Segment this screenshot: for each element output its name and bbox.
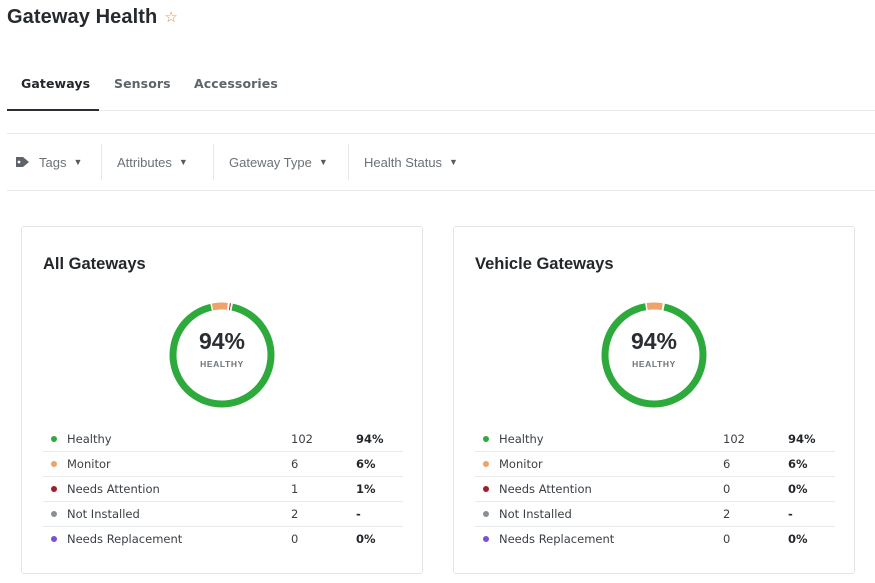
status-count: 2 bbox=[291, 507, 299, 521]
donut-label: HEALTHY bbox=[200, 359, 244, 369]
status-count: 1 bbox=[291, 482, 299, 496]
filter-gateway-type[interactable]: Gateway Type ▼ bbox=[229, 144, 328, 180]
status-dot bbox=[51, 511, 57, 517]
legend-row-healthy: Healthy 102 94% bbox=[475, 427, 835, 452]
page-title-text: Gateway Health bbox=[7, 6, 158, 28]
chevron-down-icon: ▼ bbox=[318, 157, 328, 167]
health-donut-chart: 94% HEALTHY bbox=[598, 299, 710, 411]
filter-divider bbox=[213, 144, 214, 180]
chevron-down-icon: ▼ bbox=[449, 157, 458, 167]
status-dot bbox=[483, 436, 489, 442]
status-percent: 94% bbox=[356, 432, 384, 446]
status-percent: - bbox=[788, 507, 793, 521]
legend-row-monitor: Monitor 6 6% bbox=[43, 452, 403, 477]
status-dot bbox=[483, 486, 489, 492]
donut-percent: 94% bbox=[630, 328, 678, 354]
status-percent: 0% bbox=[788, 482, 808, 496]
donut-segment-monitor bbox=[601, 302, 707, 408]
tab-accessories[interactable]: Accessories bbox=[194, 76, 278, 91]
status-percent: 94% bbox=[788, 432, 816, 446]
legend-row-needs-replacement: Needs Replacement 0 0% bbox=[475, 527, 835, 552]
tab-sensors[interactable]: Sensors bbox=[114, 76, 171, 91]
legend-row-not-installed: Not Installed 2 - bbox=[43, 502, 403, 527]
card-title: All Gateways bbox=[43, 255, 146, 273]
filter-tags-label: Tags bbox=[39, 154, 67, 170]
filter-attributes[interactable]: Attributes ▼ bbox=[117, 144, 188, 180]
chevron-down-icon: ▼ bbox=[73, 157, 83, 167]
filter-divider bbox=[101, 144, 102, 180]
status-dot bbox=[483, 536, 489, 542]
status-label: Needs Replacement bbox=[67, 532, 183, 546]
donut-segment-monitor bbox=[169, 302, 275, 408]
health-donut-chart: 94% HEALTHY bbox=[166, 299, 278, 411]
status-dot bbox=[51, 461, 57, 467]
tag-icon bbox=[16, 157, 29, 167]
status-label: Healthy bbox=[499, 432, 544, 446]
legend-row-needs-attention: Needs Attention 0 0% bbox=[475, 477, 835, 502]
status-percent: 1% bbox=[356, 482, 376, 496]
status-legend: Healthy 102 94% Monitor 6 6% Needs Atten… bbox=[43, 427, 403, 552]
status-count: 102 bbox=[723, 432, 745, 446]
legend-row-monitor: Monitor 6 6% bbox=[475, 452, 835, 477]
status-label: Needs Attention bbox=[67, 482, 160, 496]
active-tab-indicator bbox=[7, 109, 99, 111]
donut-percent: 94% bbox=[198, 328, 246, 354]
donut-label: HEALTHY bbox=[632, 359, 676, 369]
all-gateways-card: All Gateways 94% HEALTHY Healthy 102 94%… bbox=[21, 226, 423, 574]
filter-tags[interactable]: Tags ▼ bbox=[15, 144, 82, 180]
status-label: Monitor bbox=[499, 457, 543, 471]
status-dot bbox=[51, 486, 57, 492]
filter-bar: Tags ▼ Attributes ▼ Gateway Type ▼ Healt… bbox=[7, 133, 875, 191]
status-label: Monitor bbox=[67, 457, 111, 471]
legend-row-needs-attention: Needs Attention 1 1% bbox=[43, 477, 403, 502]
status-count: 6 bbox=[723, 457, 731, 471]
status-count: 6 bbox=[291, 457, 299, 471]
filter-gateway-type-label: Gateway Type bbox=[229, 154, 312, 170]
page-title: Gateway Health ☆ bbox=[7, 6, 178, 29]
status-percent: 0% bbox=[356, 532, 376, 546]
legend-row-not-installed: Not Installed 2 - bbox=[475, 502, 835, 527]
status-label: Not Installed bbox=[499, 507, 572, 521]
legend-row-healthy: Healthy 102 94% bbox=[43, 427, 403, 452]
status-count: 102 bbox=[291, 432, 313, 446]
status-dot bbox=[51, 536, 57, 542]
filter-health-status[interactable]: Health Status ▼ bbox=[364, 144, 458, 180]
status-count: 0 bbox=[723, 482, 731, 496]
status-percent: 0% bbox=[788, 532, 808, 546]
status-dot bbox=[51, 436, 57, 442]
status-label: Healthy bbox=[67, 432, 112, 446]
status-label: Needs Replacement bbox=[499, 532, 615, 546]
status-percent: - bbox=[356, 507, 361, 521]
filter-divider bbox=[348, 144, 349, 180]
status-count: 0 bbox=[291, 532, 299, 546]
filter-health-status-label: Health Status bbox=[364, 154, 443, 170]
donut-segment-healthy bbox=[601, 302, 707, 408]
tab-gateways[interactable]: Gateways bbox=[21, 76, 91, 91]
donut-segment-healthy bbox=[169, 302, 275, 408]
legend-row-needs-replacement: Needs Replacement 0 0% bbox=[43, 527, 403, 552]
status-percent: 6% bbox=[788, 457, 808, 471]
status-percent: 6% bbox=[356, 457, 376, 471]
status-dot bbox=[483, 461, 489, 467]
status-label: Not Installed bbox=[67, 507, 140, 521]
status-legend: Healthy 102 94% Monitor 6 6% Needs Atten… bbox=[475, 427, 835, 552]
status-label: Needs Attention bbox=[499, 482, 592, 496]
tab-bar: Gateways Sensors Accessories bbox=[7, 62, 875, 111]
vehicle-gateways-card: Vehicle Gateways 94% HEALTHY Healthy 102… bbox=[453, 226, 855, 574]
status-count: 0 bbox=[723, 532, 731, 546]
status-dot bbox=[483, 511, 489, 517]
favorite-star-icon[interactable]: ☆ bbox=[164, 9, 178, 26]
filter-attributes-label: Attributes bbox=[117, 154, 172, 170]
card-title: Vehicle Gateways bbox=[475, 255, 614, 273]
donut-segment-needs-attention bbox=[169, 302, 275, 408]
status-count: 2 bbox=[723, 507, 731, 521]
chevron-down-icon: ▼ bbox=[178, 157, 188, 167]
